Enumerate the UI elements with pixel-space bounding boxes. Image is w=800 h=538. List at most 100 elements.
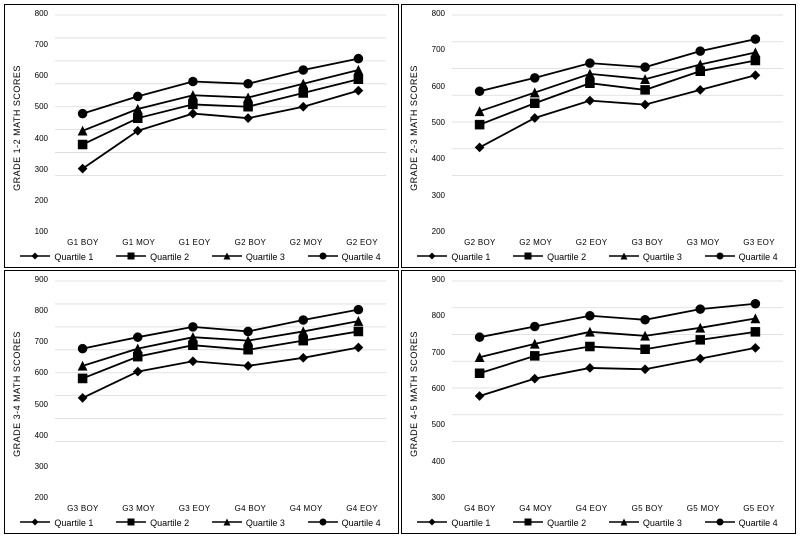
y-tick-labels: 800700600500400300200	[422, 9, 448, 236]
x-tick: G3 EOY	[167, 504, 223, 513]
y-tick: 200	[422, 227, 445, 236]
x-tick: G3 MOY	[111, 504, 167, 513]
x-tick: G1 EOY	[167, 238, 223, 247]
x-tick: G3 BOY	[619, 238, 675, 247]
x-tick: G4 EOY	[334, 504, 390, 513]
x-tick: G4 MOY	[278, 504, 334, 513]
chart-panel-g12: GRADE 1-2 MATH SCORES 800 700 600 500 400 300…	[4, 4, 399, 268]
legend-label: Quartile 1	[451, 518, 490, 528]
legend-marker-circle-icon	[705, 517, 735, 529]
chart-panel-g34: GRADE 3-4 MATH SCORES 900800700600500400…	[4, 270, 399, 534]
y-tick: 100	[25, 227, 48, 236]
legend-item-q1: Quartile 1	[20, 251, 93, 263]
x-tick: G5 EOY	[731, 504, 787, 513]
legend-marker-triangle-icon	[609, 517, 639, 529]
x-tick-labels: G4 BOYG4 MOYG4 EOYG5 BOYG5 MOYG5 EOY	[422, 504, 789, 513]
y-tick: 800	[422, 9, 445, 18]
y-tick: 500	[25, 102, 48, 111]
y-axis-label-wrap: GRADE 1-2 MATH SCORES	[9, 9, 25, 247]
x-tick: G2 EOY	[334, 238, 390, 247]
legend-label: Quartile 3	[643, 252, 682, 262]
legend-marker-diamond-icon	[20, 251, 50, 263]
x-tick: G2 BOY	[222, 238, 278, 247]
x-tick: G2 MOY	[278, 238, 334, 247]
y-tick: 400	[422, 457, 445, 466]
legend-item-q1: Quartile 1	[417, 517, 490, 529]
legend: Quartile 1 Quartile 2 Quartile 3 Quartil…	[9, 513, 392, 531]
legend-item-q2: Quartile 2	[513, 251, 586, 263]
y-tick: 200	[25, 493, 48, 502]
legend-marker-square-icon	[513, 517, 543, 529]
legend-item-q3: Quartile 3	[609, 517, 682, 529]
y-tick: 700	[25, 40, 48, 49]
plot-area	[51, 9, 392, 236]
x-tick-labels: G3 BOYG3 MOYG3 EOYG4 BOYG4 MOYG4 EOY	[25, 504, 392, 513]
legend-label: Quartile 3	[246, 252, 285, 262]
legend-item-q1: Quartile 1	[20, 517, 93, 529]
y-tick: 600	[25, 368, 48, 377]
y-axis-label-wrap: GRADE 4-5 MATH SCORES	[406, 275, 422, 513]
y-tick: 900	[422, 275, 445, 284]
legend-label: Quartile 2	[547, 252, 586, 262]
y-tick: 800	[25, 9, 48, 18]
legend: Quartile 1 Quartile 2 Quartile 3 Quartil…	[406, 247, 789, 265]
legend-item-q3: Quartile 3	[212, 517, 285, 529]
x-tick: G2 BOY	[452, 238, 508, 247]
legend-label: Quartile 2	[150, 252, 189, 262]
x-tick: G3 EOY	[731, 238, 787, 247]
x-tick: G2 EOY	[564, 238, 620, 247]
legend-marker-triangle-icon	[212, 517, 242, 529]
legend-label: Quartile 3	[246, 518, 285, 528]
y-axis-label: GRADE 4-5 MATH SCORES	[409, 331, 419, 457]
y-axis-label: GRADE 1-2 MATH SCORES	[12, 65, 22, 191]
legend-marker-square-icon	[116, 517, 146, 529]
plot-area	[448, 275, 789, 502]
y-tick-labels: 900800700600500400300200	[25, 275, 51, 502]
y-tick: 600	[25, 71, 48, 80]
x-tick-labels: G1 BOYG1 MOYG1 EOYG2 BOYG2 MOYG2 EOY	[25, 238, 392, 247]
x-tick: G2 MOY	[508, 238, 564, 247]
x-tick: G5 BOY	[619, 504, 675, 513]
legend: Quartile 1 Quartile 2 Quartile 3 Quartil…	[406, 513, 789, 531]
legend-label: Quartile 2	[150, 518, 189, 528]
y-tick: 800	[25, 306, 48, 315]
y-axis-label-wrap: GRADE 2-3 MATH SCORES	[406, 9, 422, 247]
y-tick: 300	[25, 165, 48, 174]
legend-marker-circle-icon	[705, 251, 735, 263]
y-tick-labels: 900800700600500400300	[422, 275, 448, 502]
chart-panel-g23: GRADE 2-3 MATH SCORES 800700600500400300…	[401, 4, 796, 268]
x-tick: G5 MOY	[675, 504, 731, 513]
legend-marker-square-icon	[513, 251, 543, 263]
x-tick: G3 BOY	[55, 504, 111, 513]
y-tick: 700	[422, 45, 445, 54]
y-tick: 500	[422, 118, 445, 127]
x-tick: G3 MOY	[675, 238, 731, 247]
legend-label: Quartile 1	[54, 252, 93, 262]
plot-area	[448, 9, 789, 236]
legend-marker-triangle-icon	[212, 251, 242, 263]
y-tick: 300	[422, 493, 445, 502]
y-tick: 300	[25, 462, 48, 471]
x-tick: G4 BOY	[222, 504, 278, 513]
legend-item-q2: Quartile 2	[116, 251, 189, 263]
legend-item-q3: Quartile 3	[212, 251, 285, 263]
legend-label: Quartile 4	[342, 518, 381, 528]
legend-marker-triangle-icon	[609, 251, 639, 263]
legend: Quartile 1 Quartile 2 Quartile 3 Quartil…	[9, 247, 392, 265]
legend-item-q4: Quartile 4	[308, 251, 381, 263]
x-tick: G4 BOY	[452, 504, 508, 513]
y-tick: 200	[25, 196, 48, 205]
x-tick: G1 BOY	[55, 238, 111, 247]
y-tick: 700	[422, 348, 445, 357]
legend-item-q4: Quartile 4	[705, 517, 778, 529]
legend-label: Quartile 1	[54, 518, 93, 528]
y-tick: 400	[25, 134, 48, 143]
y-axis-label: GRADE 2-3 MATH SCORES	[409, 65, 419, 191]
y-tick: 300	[422, 191, 445, 200]
legend-marker-circle-icon	[308, 251, 338, 263]
legend-label: Quartile 1	[451, 252, 490, 262]
legend-label: Quartile 4	[739, 518, 778, 528]
legend-marker-circle-icon	[308, 517, 338, 529]
y-tick: 600	[422, 82, 445, 91]
y-axis-label-wrap: GRADE 3-4 MATH SCORES	[9, 275, 25, 513]
